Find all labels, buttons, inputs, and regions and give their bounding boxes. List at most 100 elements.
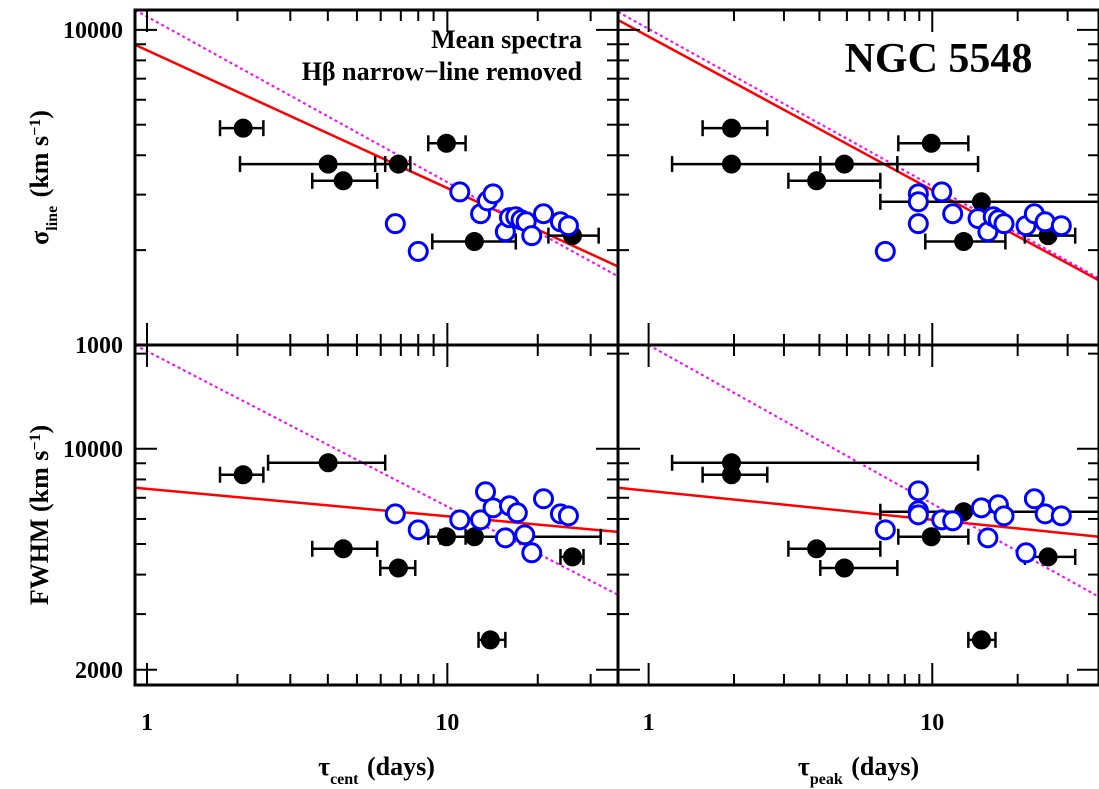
- x-tick-label: 1: [141, 710, 153, 736]
- plot-area: [618, 11, 1099, 282]
- fit-line: [135, 486, 618, 534]
- point: [557, 215, 579, 237]
- point: [993, 213, 1015, 235]
- point: [318, 453, 338, 473]
- point: [921, 133, 941, 153]
- point: [464, 232, 484, 252]
- x-tick-label: 1: [643, 710, 655, 736]
- point: [874, 519, 896, 541]
- point: [971, 630, 991, 650]
- point: [1050, 215, 1072, 237]
- point: [449, 509, 471, 531]
- point: [482, 183, 504, 205]
- y-axis-label: σline (km s−1): [25, 110, 61, 245]
- y-axis-label: FWHM (km s−1): [25, 425, 54, 605]
- point: [942, 510, 964, 532]
- fit-line: [618, 18, 1099, 282]
- point: [384, 213, 406, 235]
- panel-frame: [616, 343, 1099, 687]
- label-part: cent: [330, 771, 359, 788]
- point: [834, 154, 854, 174]
- label-part: (days): [361, 752, 435, 781]
- label-part: ): [25, 425, 54, 434]
- point: [384, 503, 406, 525]
- point: [318, 154, 338, 174]
- point: [1015, 542, 1037, 564]
- point: [954, 232, 974, 252]
- y-tick-label: 10000: [63, 437, 123, 463]
- label-part: τ: [318, 752, 330, 781]
- annotation: Hβ narrow−line removed: [302, 57, 583, 86]
- error-bar: [819, 559, 899, 576]
- point: [464, 527, 484, 547]
- point: [521, 542, 543, 564]
- point: [480, 630, 500, 650]
- label-part: −1: [27, 119, 44, 136]
- point: [388, 154, 408, 174]
- label-part: FWHM: [25, 519, 54, 606]
- point: [494, 527, 516, 549]
- point: [722, 465, 742, 485]
- fit-line: [135, 345, 618, 596]
- label-part: line: [44, 206, 61, 231]
- plot-area: [618, 345, 1099, 650]
- point: [557, 505, 579, 527]
- error-bar: [819, 156, 899, 173]
- point: [407, 519, 429, 541]
- label-part: (days): [845, 752, 919, 781]
- error-bar: [238, 156, 387, 173]
- point: [333, 539, 353, 559]
- x-tick-label: 10: [920, 710, 944, 736]
- point: [233, 465, 253, 485]
- point: [533, 488, 555, 510]
- point: [533, 203, 555, 225]
- label-part: (km s: [25, 451, 54, 519]
- plot-area: [135, 10, 618, 278]
- label-part: −1: [27, 433, 44, 450]
- point: [233, 118, 253, 138]
- y-tick-label: 10000: [63, 18, 123, 44]
- x-tick-label: 10: [435, 710, 459, 736]
- label-part: τ: [798, 752, 810, 781]
- plot-area: [135, 345, 618, 650]
- point: [931, 181, 953, 203]
- x-axis-label: τcent (days): [318, 752, 435, 788]
- point: [470, 509, 492, 531]
- point: [907, 191, 929, 213]
- error-bar: [787, 540, 882, 557]
- point: [333, 171, 353, 191]
- point: [514, 524, 536, 546]
- label-part: peak: [810, 771, 843, 788]
- point: [388, 558, 408, 578]
- fit-line: [648, 345, 1099, 598]
- label-part: (km s: [25, 136, 54, 204]
- point: [977, 527, 999, 549]
- point: [834, 558, 854, 578]
- point: [921, 527, 941, 547]
- point: [407, 240, 429, 262]
- point: [907, 213, 929, 235]
- error-bar: [787, 172, 882, 189]
- annotation: Mean spectra: [431, 25, 582, 54]
- point: [436, 133, 456, 153]
- point: [1038, 547, 1058, 567]
- point: [722, 118, 742, 138]
- point: [562, 547, 582, 567]
- fit-line: [618, 486, 1099, 538]
- point: [436, 527, 456, 547]
- point: [807, 539, 827, 559]
- error-bar: [670, 454, 980, 471]
- point: [521, 225, 543, 247]
- point: [970, 497, 992, 519]
- point: [506, 502, 528, 524]
- y-tick-label: 2000: [75, 658, 123, 684]
- label-part: ): [25, 110, 54, 119]
- fit-line: [618, 11, 1099, 280]
- point: [807, 171, 827, 191]
- y-tick-label: 1000: [75, 333, 123, 359]
- point: [907, 480, 929, 502]
- x-axis-label: τpeak (days): [798, 752, 919, 788]
- label-part: σ: [25, 231, 54, 245]
- point: [722, 154, 742, 174]
